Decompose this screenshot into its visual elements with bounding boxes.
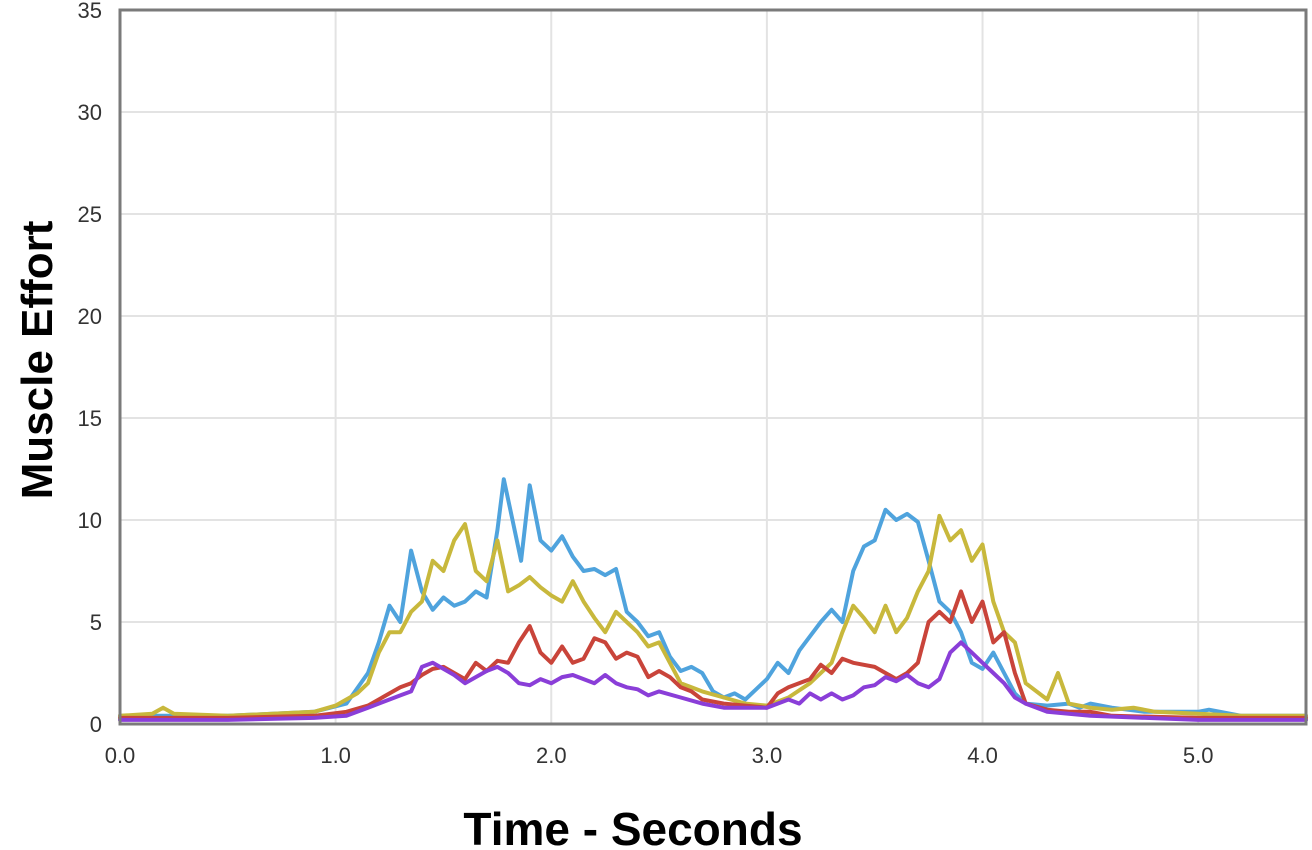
x-tick-label: 2.0	[536, 743, 567, 768]
y-tick-label: 30	[78, 100, 102, 125]
y-tick-label: 5	[90, 610, 102, 635]
y-axis-ticks: 0 5 10 15 20 25 30 35	[78, 0, 102, 737]
series-line-4	[118, 640, 1308, 722]
grid	[119, 9, 1306, 725]
series-line-1	[118, 477, 1308, 718]
y-tick-label: 35	[78, 0, 102, 23]
y-tick-label: 10	[78, 508, 102, 533]
y-axis-label: Muscle Effort	[13, 220, 62, 499]
series-group	[118, 477, 1308, 722]
y-tick-label: 0	[90, 712, 102, 737]
y-tick-label: 20	[78, 304, 102, 329]
x-tick-label: 1.0	[320, 743, 351, 768]
y-tick-label: 15	[78, 406, 102, 431]
x-axis-label: Time - Seconds	[463, 803, 802, 850]
series-line-2	[118, 513, 1308, 718]
series-line-3	[118, 589, 1308, 720]
x-tick-label: 4.0	[967, 743, 998, 768]
x-tick-label: 0.0	[105, 743, 136, 768]
x-tick-label: 5.0	[1183, 743, 1214, 768]
plot-frame	[118, 8, 1308, 726]
x-axis-ticks: 0.0 1.0 2.0 3.0 4.0 5.0	[105, 743, 1214, 768]
x-tick-label: 3.0	[752, 743, 783, 768]
y-tick-label: 25	[78, 202, 102, 227]
